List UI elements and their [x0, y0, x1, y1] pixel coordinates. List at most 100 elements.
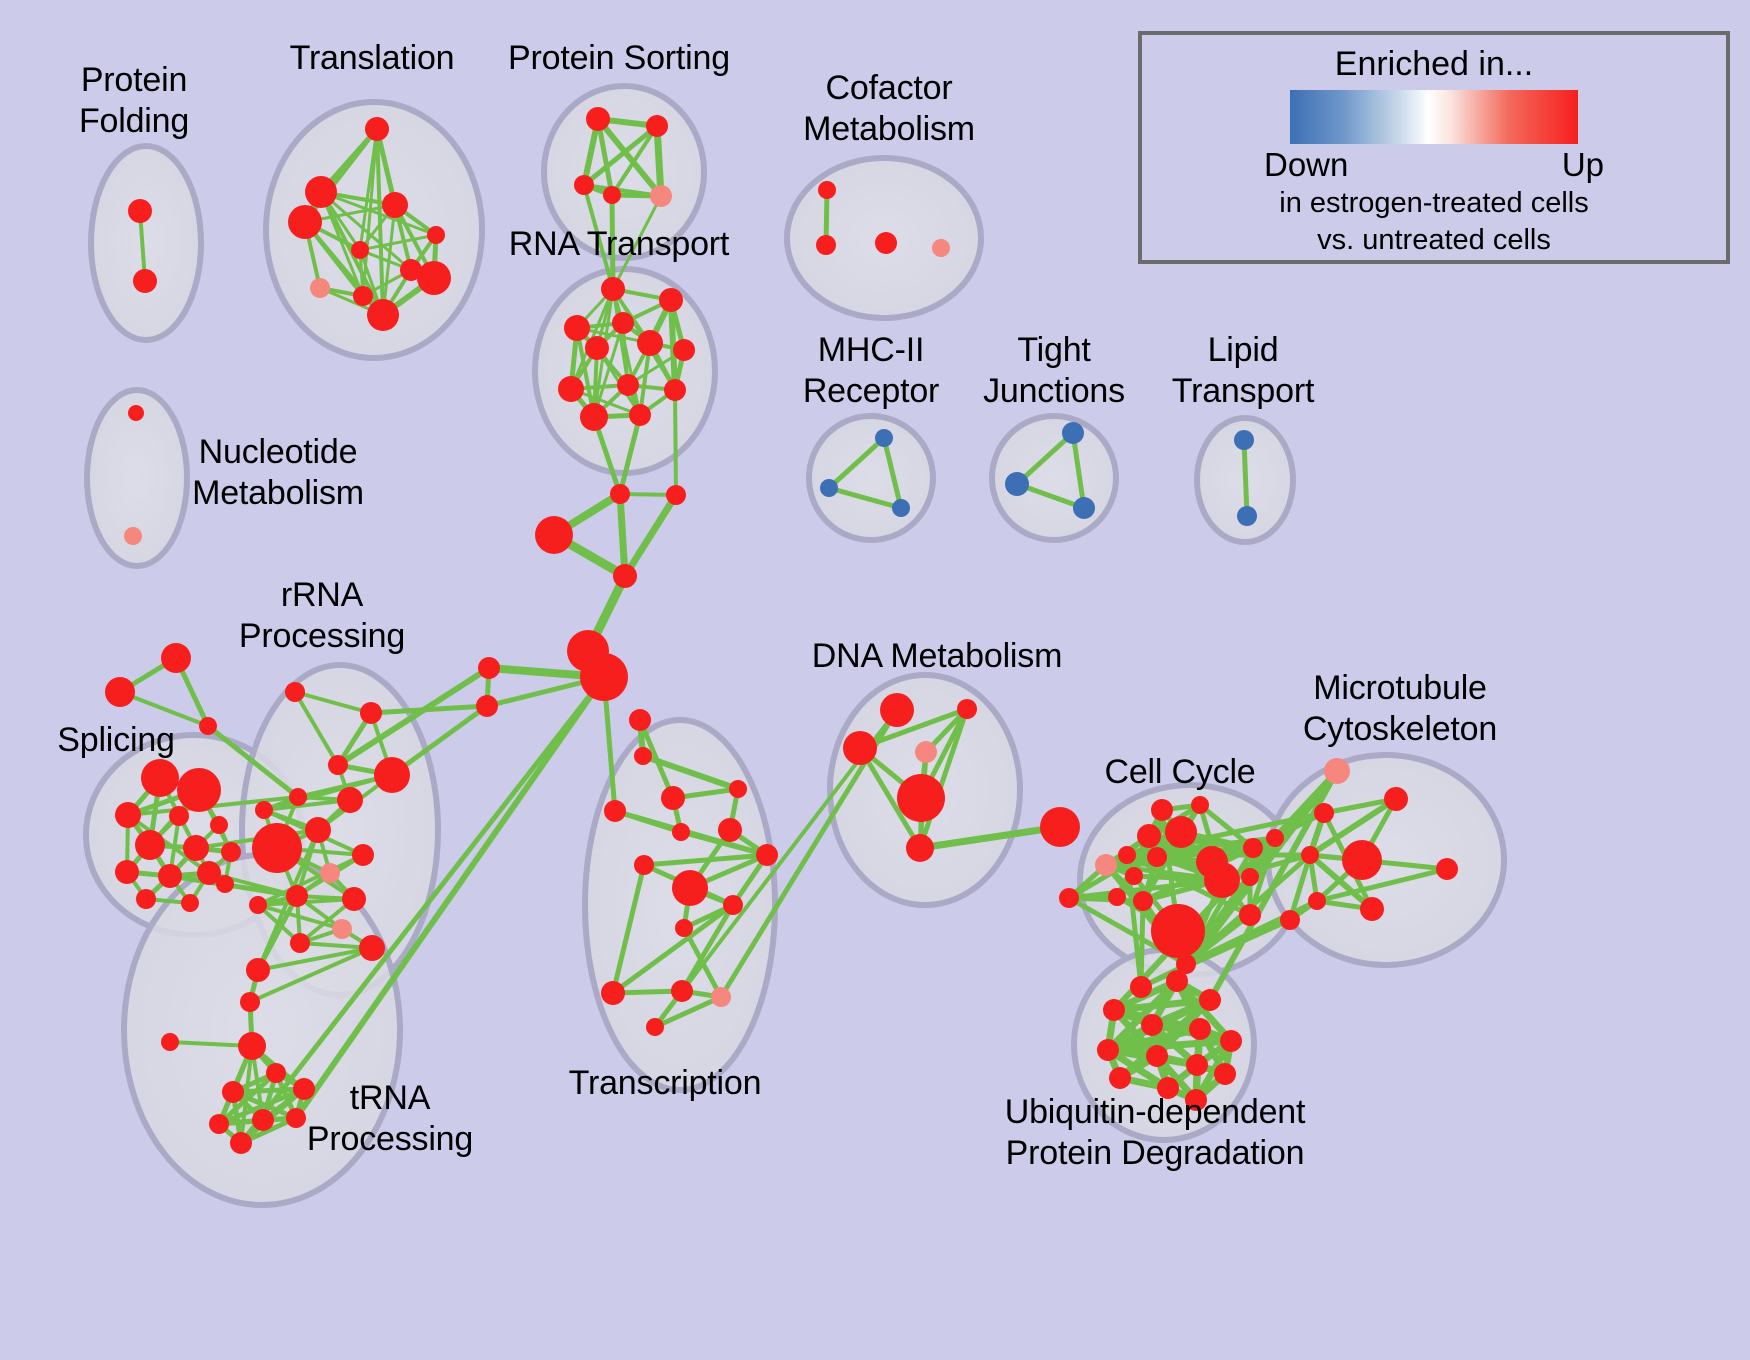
network-node[interactable] [255, 801, 273, 819]
network-node[interactable] [158, 864, 182, 888]
network-node[interactable] [1109, 1067, 1131, 1089]
network-node[interactable] [115, 802, 141, 828]
network-node[interactable] [661, 786, 685, 810]
network-node[interactable] [1165, 816, 1197, 848]
network-node[interactable] [1191, 796, 1209, 814]
network-node[interactable] [932, 239, 950, 257]
network-node[interactable] [1151, 799, 1173, 821]
network-node[interactable] [417, 261, 451, 295]
network-node[interactable] [1095, 854, 1117, 876]
network-node[interactable] [238, 1032, 266, 1060]
network-node[interactable] [105, 677, 135, 707]
network-node[interactable] [558, 376, 584, 402]
network-node[interactable] [1239, 904, 1261, 926]
network-node[interactable] [580, 403, 608, 431]
network-node[interactable] [897, 774, 945, 822]
network-node[interactable] [365, 117, 389, 141]
network-node[interactable] [1436, 858, 1458, 880]
network-node[interactable] [320, 863, 340, 883]
network-node[interactable] [574, 175, 594, 195]
network-node[interactable] [374, 757, 410, 793]
network-node[interactable] [1266, 829, 1284, 847]
network-node[interactable] [604, 800, 626, 822]
network-node[interactable] [818, 181, 836, 199]
network-node[interactable] [1204, 862, 1240, 898]
network-node[interactable] [252, 1109, 274, 1131]
network-node[interactable] [400, 259, 422, 281]
network-node[interactable] [1005, 472, 1029, 496]
network-node[interactable] [915, 741, 937, 763]
network-node[interactable] [246, 958, 270, 982]
network-node[interactable] [535, 516, 573, 554]
network-node[interactable] [629, 404, 651, 426]
network-node[interactable] [305, 176, 337, 208]
network-node[interactable] [634, 855, 654, 875]
network-node[interactable] [637, 330, 663, 356]
network-node[interactable] [617, 374, 639, 396]
network-node[interactable] [892, 499, 910, 517]
network-node[interactable] [1241, 868, 1259, 886]
network-node[interactable] [199, 717, 217, 735]
network-node[interactable] [1324, 758, 1350, 784]
network-node[interactable] [141, 759, 179, 797]
network-node[interactable] [666, 485, 686, 505]
network-node[interactable] [843, 731, 877, 765]
network-node[interactable] [133, 269, 157, 293]
network-node[interactable] [585, 336, 609, 360]
network-node[interactable] [1141, 1014, 1163, 1036]
network-node[interactable] [1314, 803, 1334, 823]
network-node[interactable] [906, 834, 934, 862]
network-node[interactable] [128, 405, 144, 421]
network-node[interactable] [1103, 999, 1125, 1021]
network-node[interactable] [1384, 787, 1408, 811]
network-node[interactable] [115, 860, 139, 884]
network-node[interactable] [328, 755, 348, 775]
network-node[interactable] [210, 816, 228, 834]
network-node[interactable] [601, 981, 625, 1005]
network-node[interactable] [1234, 430, 1254, 450]
network-node[interactable] [359, 935, 385, 961]
network-node[interactable] [351, 241, 369, 259]
network-node[interactable] [427, 226, 445, 244]
network-node[interactable] [290, 933, 310, 953]
network-node[interactable] [197, 861, 221, 885]
network-node[interactable] [183, 835, 209, 861]
network-node[interactable] [240, 992, 260, 1012]
network-node[interactable] [266, 1063, 286, 1083]
network-node[interactable] [1214, 1063, 1236, 1085]
network-node[interactable] [820, 479, 838, 497]
network-node[interactable] [1137, 824, 1161, 848]
network-node[interactable] [672, 870, 708, 906]
network-node[interactable] [286, 885, 308, 907]
network-node[interactable] [478, 657, 500, 679]
network-node[interactable] [613, 564, 637, 588]
network-node[interactable] [332, 919, 352, 939]
network-node[interactable] [1243, 838, 1263, 858]
network-node[interactable] [169, 806, 189, 826]
network-node[interactable] [382, 192, 408, 218]
network-node[interactable] [646, 1018, 664, 1036]
network-node[interactable] [634, 747, 652, 765]
network-node[interactable] [1097, 1039, 1119, 1061]
network-node[interactable] [1118, 846, 1136, 864]
network-node[interactable] [1059, 888, 1079, 908]
network-node[interactable] [880, 693, 914, 727]
network-node[interactable] [816, 235, 836, 255]
network-node[interactable] [181, 894, 199, 912]
network-node[interactable] [216, 875, 234, 893]
network-node[interactable] [286, 1108, 306, 1128]
network-node[interactable] [1237, 506, 1257, 526]
network-node[interactable] [293, 1078, 315, 1100]
network-node[interactable] [1151, 904, 1205, 958]
network-node[interactable] [875, 232, 897, 254]
network-node[interactable] [353, 286, 373, 306]
network-node[interactable] [1147, 847, 1167, 867]
network-node[interactable] [646, 115, 668, 137]
network-node[interactable] [1062, 422, 1084, 444]
network-node[interactable] [352, 844, 374, 866]
network-node[interactable] [1220, 1030, 1242, 1052]
network-node[interactable] [586, 107, 610, 131]
network-node[interactable] [675, 919, 693, 937]
network-node[interactable] [1130, 976, 1152, 998]
network-node[interactable] [177, 768, 221, 812]
